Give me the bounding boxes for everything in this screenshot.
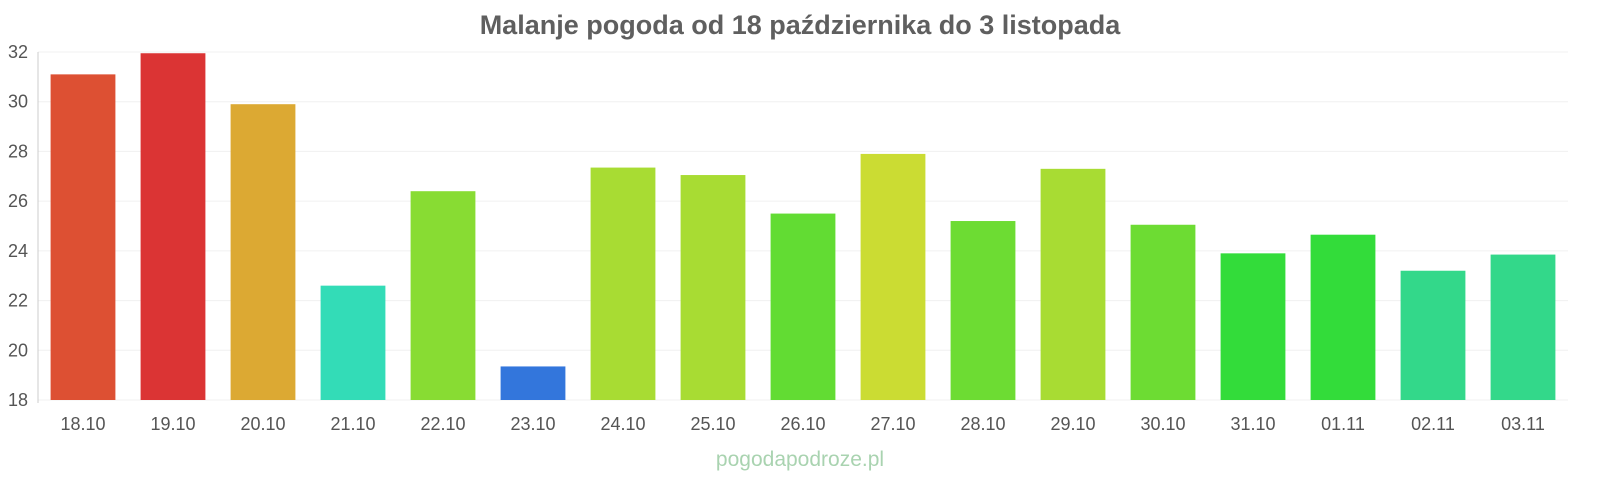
x-tick-label: 02.11 — [1411, 414, 1455, 434]
bar-28.10[interactable] — [950, 221, 1016, 400]
x-tick-label: 25.10 — [690, 414, 735, 434]
chart-title: Malanje pogoda od 18 października do 3 l… — [479, 10, 1121, 40]
x-tick-label: 29.10 — [1050, 414, 1095, 434]
bars — [50, 53, 1556, 400]
bar-23.10[interactable] — [500, 366, 566, 400]
x-tick-label: 01.11 — [1321, 414, 1365, 434]
bar-26.10[interactable] — [770, 213, 836, 400]
y-tick-label: 32 — [8, 42, 28, 62]
bar-03.11[interactable] — [1490, 254, 1556, 400]
bar-25.10[interactable] — [680, 175, 746, 400]
x-axis-ticks: 18.10 19.10 20.10 21.10 22.10 23.10 24.10 25.10… — [60, 414, 1544, 434]
x-tick-label: 22.10 — [420, 414, 465, 434]
y-tick-label: 20 — [8, 340, 28, 360]
x-tick-label: 30.10 — [1140, 414, 1185, 434]
bar-chart: 18 20 22 24 26 28 30 32 18.10 19.10 20.10 21.10 22.… — [8, 42, 1568, 434]
y-tick-label: 30 — [8, 92, 28, 112]
bar-30.10[interactable] — [1130, 224, 1196, 400]
x-tick-label: 31.10 — [1230, 414, 1275, 434]
y-tick-label: 18 — [8, 390, 28, 410]
x-tick-label: 24.10 — [600, 414, 645, 434]
bar-27.10[interactable] — [860, 153, 926, 400]
watermark: pogodapodroze.pl — [715, 448, 885, 471]
x-tick-label: 28.10 — [960, 414, 1005, 434]
x-tick-label: 26.10 — [780, 414, 825, 434]
bar-20.10[interactable] — [230, 104, 296, 400]
x-tick-label: 21.10 — [330, 414, 375, 434]
bar-24.10[interactable] — [590, 167, 656, 400]
x-tick-label: 27.10 — [870, 414, 915, 434]
bar-19.10[interactable] — [140, 53, 206, 400]
x-tick-label: 19.10 — [150, 414, 195, 434]
x-tick-label: 18.10 — [60, 414, 105, 434]
bar-22.10[interactable] — [410, 191, 476, 400]
y-tick-label: 22 — [8, 291, 28, 311]
bar-02.11[interactable] — [1400, 270, 1466, 400]
x-tick-label: 23.10 — [510, 414, 555, 434]
bar-18.10[interactable] — [50, 74, 116, 400]
x-tick-label: 20.10 — [240, 414, 285, 434]
y-tick-label: 24 — [8, 241, 28, 261]
bar-31.10[interactable] — [1220, 253, 1286, 400]
y-tick-label: 28 — [8, 141, 28, 161]
bar-01.11[interactable] — [1310, 234, 1376, 400]
bar-21.10[interactable] — [320, 285, 386, 400]
bar-29.10[interactable] — [1040, 168, 1106, 400]
x-tick-label: 03.11 — [1501, 414, 1545, 434]
y-tick-label: 26 — [8, 191, 28, 211]
y-axis-ticks: 18 20 22 24 26 28 30 32 — [8, 42, 28, 410]
